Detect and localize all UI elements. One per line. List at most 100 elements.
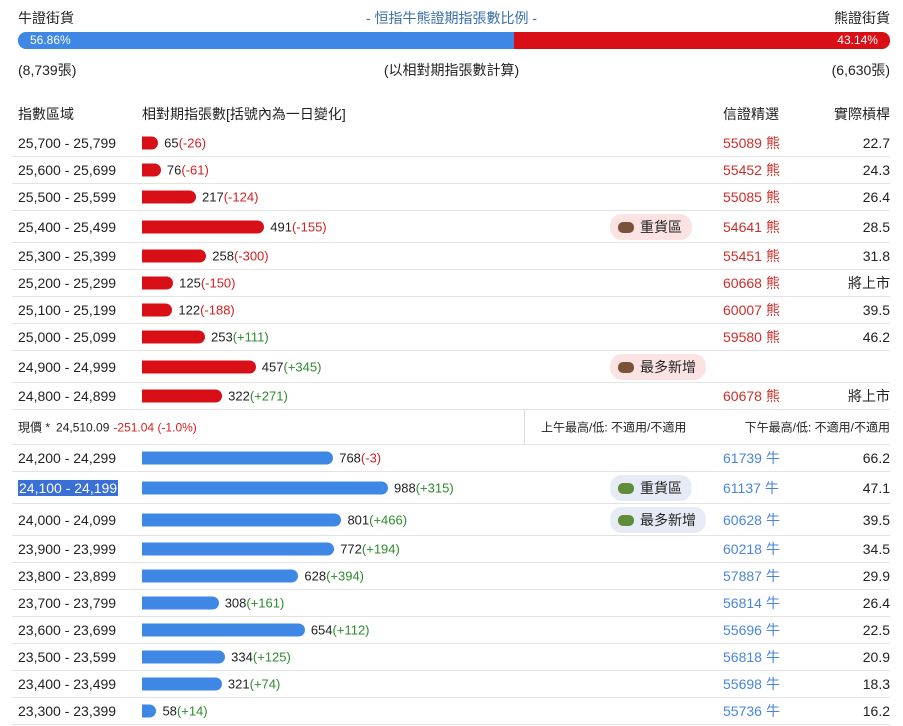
range: 24,900 - 24,999: [18, 358, 117, 375]
count: 258: [212, 248, 234, 264]
range: 25,100 - 25,199: [18, 302, 117, 318]
count-label: 334(+125): [231, 650, 291, 665]
code: 55452 熊: [723, 160, 780, 180]
side: 熊: [765, 329, 780, 345]
code: 61739 牛: [723, 448, 780, 468]
range: 25,600 - 25,699: [18, 162, 117, 178]
range: 23,800 - 23,899: [18, 568, 117, 584]
code-number: 55698: [723, 676, 762, 692]
range: 25,200 - 25,299: [18, 275, 117, 291]
code-number: 61137: [723, 479, 761, 496]
bar: [142, 623, 305, 637]
range: 25,500 - 25,599: [18, 189, 117, 205]
side: 熊: [765, 135, 780, 151]
code-number: 60007: [723, 302, 762, 318]
count: 334: [231, 649, 253, 665]
range: 23,600 - 23,699: [18, 622, 117, 638]
change: (-61): [181, 162, 209, 178]
tag: 最多新增: [610, 353, 706, 380]
bull-count: (8,739張): [18, 62, 77, 78]
bar: [142, 481, 388, 494]
count: 801: [347, 512, 370, 527]
column-header: 指數區域: [18, 106, 74, 122]
leverage: 16.2: [862, 703, 890, 719]
range: 23,400 - 23,499: [18, 676, 117, 692]
count: 322: [228, 388, 250, 404]
count-label: 801(+466): [347, 512, 407, 527]
side: 牛: [765, 450, 780, 466]
code-number: 60628: [723, 511, 762, 528]
change: (-300): [233, 248, 269, 264]
table-row: 25,100 - 25,199 122(-188) 60007 熊 39.5: [12, 297, 890, 324]
count-label: 628(+394): [304, 569, 364, 584]
tag: 重貨區: [610, 213, 692, 240]
leverage: 47.1: [862, 479, 890, 496]
change: (+315): [415, 480, 454, 495]
code-number: 61739: [723, 450, 762, 466]
count: 491: [270, 219, 292, 234]
code: 55451 熊: [723, 246, 780, 266]
side: 牛: [765, 703, 780, 719]
current-row: 現價 * 24,510.09 -251.04 (-1.0%) 上午最高/低: 不適用/…: [12, 410, 890, 445]
side: 熊: [765, 189, 780, 205]
table-row: 23,800 - 23,899 628(+394) 57887 牛 29.9: [12, 563, 890, 590]
tag-text: 重貨區: [640, 218, 682, 235]
range: 24,200 - 24,299: [18, 450, 117, 466]
count: 122: [178, 302, 201, 318]
current-label: 現價 *: [18, 420, 51, 435]
count-label: 768(-3): [339, 451, 381, 466]
change: (-124): [223, 189, 259, 205]
code-number: 55452: [723, 162, 762, 178]
bar: [142, 303, 173, 317]
leverage: 26.4: [862, 595, 890, 611]
code: 60628 牛: [723, 510, 780, 530]
change: (+466): [369, 512, 408, 527]
bar: [142, 650, 226, 664]
side: 熊: [765, 248, 780, 264]
leverage: 29.9: [862, 568, 890, 584]
table-row: 24,900 - 24,999 457(+345) 最多新增: [12, 351, 890, 383]
code: 54641 熊: [723, 217, 780, 237]
side: 牛: [764, 479, 779, 496]
count-label: 321(+74): [228, 677, 280, 692]
price-change: -251.04 (-1.0%): [113, 420, 197, 435]
side: 牛: [765, 649, 780, 665]
leverage: 22.5: [862, 622, 890, 638]
change: (+194): [361, 541, 400, 557]
change: (-26): [178, 135, 207, 151]
count-label: 322(+271): [228, 389, 288, 404]
bar: [142, 163, 161, 177]
change: (+161): [246, 595, 285, 611]
count-label: 65(-26): [164, 136, 206, 151]
code: 55736 牛: [723, 701, 780, 721]
leverage: 39.5: [862, 511, 890, 528]
leverage: 34.5: [862, 541, 890, 557]
table-row: 23,500 - 23,599 334(+125) 56818 牛 20.9: [12, 644, 890, 671]
bar: [142, 569, 299, 583]
side: 牛: [765, 622, 780, 638]
table-row: 25,500 - 25,599 217(-124) 55085 熊 26.4: [12, 184, 890, 211]
code: 59580 熊: [723, 327, 780, 347]
count: 654: [310, 622, 333, 638]
range: 25,700 - 25,799: [18, 135, 117, 151]
count-label: 258(-300): [212, 249, 268, 264]
table-row: 23,400 - 23,499 321(+74) 55698 牛 18.3: [12, 671, 890, 698]
bar: [142, 596, 219, 610]
side: 牛: [765, 541, 780, 557]
code-number: 55451: [723, 248, 762, 264]
change: (+74): [249, 676, 281, 692]
count-label: 217(-124): [202, 190, 258, 205]
pm-range: 下午最高/低: 不適用/不適用: [744, 420, 890, 435]
table-row: 24,100 - 24,199 988(+315) 重貨區 61137 牛 47.1: [12, 472, 890, 504]
code: 55698 牛: [723, 674, 780, 694]
count-label: 125(-150): [179, 276, 235, 291]
range: 23,500 - 23,599: [18, 649, 117, 665]
current-price: 現價 * 24,510.09 -251.04 (-1.0%): [18, 419, 197, 436]
count-label: 253(+111): [211, 330, 269, 345]
change: (+271): [249, 388, 288, 404]
title: - 恒指牛熊證期指張數比例 -: [365, 10, 538, 26]
bar: [142, 190, 197, 204]
count: 988: [394, 480, 416, 495]
count: 772: [340, 541, 362, 557]
count: 768: [339, 450, 361, 466]
